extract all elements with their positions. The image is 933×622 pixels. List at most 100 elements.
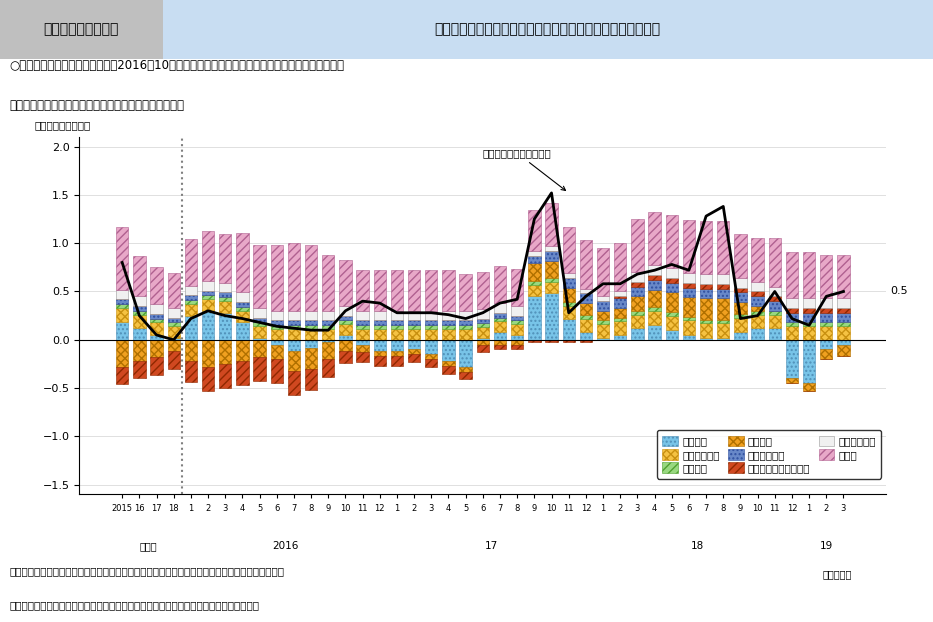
- Bar: [287, 325, 300, 329]
- Bar: [340, 340, 352, 351]
- Bar: [803, 327, 815, 340]
- Bar: [373, 311, 386, 320]
- Text: （年・月）: （年・月）: [823, 570, 852, 580]
- Bar: [734, 234, 746, 278]
- Bar: [786, 322, 798, 327]
- Bar: [185, 304, 197, 316]
- Bar: [254, 318, 266, 322]
- Bar: [168, 308, 180, 318]
- Bar: [803, 299, 815, 308]
- Bar: [116, 367, 129, 384]
- Bar: [254, 357, 266, 381]
- Bar: [786, 299, 798, 308]
- Bar: [254, 308, 266, 318]
- Bar: [236, 322, 248, 340]
- Bar: [632, 296, 644, 311]
- Bar: [632, 282, 644, 287]
- Bar: [356, 320, 369, 325]
- Bar: [373, 320, 386, 325]
- Bar: [597, 324, 609, 338]
- Bar: [477, 323, 489, 327]
- Bar: [287, 351, 300, 371]
- Bar: [356, 329, 369, 340]
- Bar: [579, 315, 592, 318]
- Bar: [391, 356, 403, 366]
- Bar: [219, 234, 231, 283]
- Bar: [202, 299, 215, 311]
- Bar: [271, 329, 283, 340]
- Text: （年）: （年）: [139, 541, 157, 551]
- Bar: [563, 318, 575, 340]
- Bar: [528, 210, 540, 251]
- Bar: [373, 340, 386, 351]
- Bar: [356, 340, 369, 345]
- Bar: [373, 351, 386, 356]
- Bar: [425, 329, 438, 340]
- Bar: [340, 324, 352, 335]
- Bar: [254, 338, 266, 340]
- Bar: [477, 327, 489, 338]
- Bar: [340, 335, 352, 340]
- Bar: [116, 322, 129, 340]
- Bar: [820, 350, 832, 359]
- Bar: [459, 311, 472, 320]
- Bar: [271, 359, 283, 383]
- Bar: [683, 220, 695, 273]
- Bar: [683, 297, 695, 317]
- Bar: [219, 297, 231, 301]
- Bar: [614, 243, 626, 292]
- Bar: [425, 320, 438, 325]
- Bar: [546, 246, 558, 251]
- Bar: [185, 285, 197, 295]
- Bar: [632, 272, 644, 282]
- Bar: [287, 243, 300, 311]
- Bar: [322, 320, 334, 325]
- Bar: [322, 325, 334, 329]
- Bar: [837, 299, 850, 308]
- Bar: [150, 313, 162, 318]
- Bar: [546, 251, 558, 261]
- Bar: [305, 320, 317, 325]
- Bar: [769, 287, 781, 296]
- Bar: [425, 359, 438, 367]
- Bar: [340, 351, 352, 363]
- Bar: [648, 325, 661, 340]
- Bar: [648, 280, 661, 290]
- Bar: [700, 289, 712, 299]
- Bar: [665, 330, 678, 340]
- Bar: [546, 282, 558, 294]
- Bar: [163, 0, 933, 59]
- Bar: [340, 316, 352, 320]
- Bar: [150, 335, 162, 340]
- Bar: [683, 335, 695, 340]
- Bar: [236, 311, 248, 322]
- Bar: [202, 311, 215, 340]
- Bar: [700, 320, 712, 323]
- Bar: [528, 264, 540, 281]
- Bar: [408, 340, 420, 350]
- Bar: [494, 313, 507, 318]
- Bar: [751, 292, 764, 296]
- Bar: [322, 359, 334, 376]
- Bar: [150, 318, 162, 322]
- Bar: [717, 284, 730, 289]
- Bar: [442, 366, 454, 374]
- Bar: [734, 302, 746, 313]
- Text: 資料出所　総務省統計局「消費者物価指数」をもとに厚生労働省政策統括官付政策統括室にて作成: 資料出所 総務省統計局「消費者物価指数」をもとに厚生労働省政策統括官付政策統括室…: [9, 566, 285, 576]
- Bar: [150, 267, 162, 304]
- Bar: [459, 367, 472, 372]
- Text: 19: 19: [820, 541, 833, 551]
- Bar: [769, 301, 781, 311]
- Bar: [116, 308, 129, 322]
- Bar: [751, 306, 764, 311]
- Bar: [563, 227, 575, 273]
- Bar: [168, 338, 180, 340]
- Bar: [322, 340, 334, 341]
- Text: 第１－（４）－４図: 第１－（４）－４図: [44, 22, 118, 37]
- Bar: [648, 311, 661, 325]
- Bar: [803, 322, 815, 327]
- Bar: [717, 323, 730, 338]
- Text: ○　消費者物価指数（総合）は、2016年10月以降、天候不順による「生鮮食品」の値上がりやエネ: ○ 消費者物価指数（総合）は、2016年10月以降、天候不順による「生鮮食品」の…: [9, 59, 344, 72]
- Bar: [632, 287, 644, 296]
- Bar: [820, 299, 832, 308]
